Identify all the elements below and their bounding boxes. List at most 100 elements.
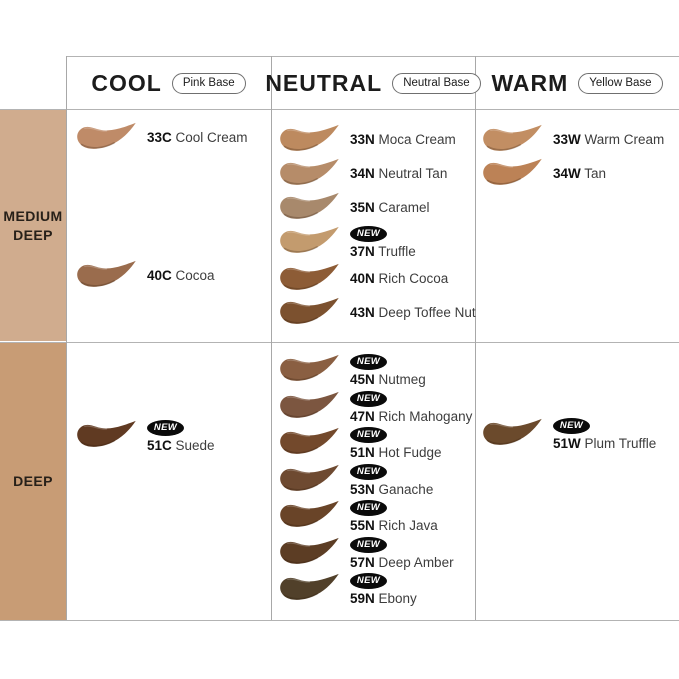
swatch-smear-40c [74,258,139,294]
shade-code: 47N [350,408,375,424]
shade-name: Caramel [378,200,430,216]
grid-line-col1 [271,56,272,620]
shade-code: 51C [147,437,172,453]
shade-name: Truffle [378,243,416,259]
header-cool-base-badge: Pink Base [171,72,246,94]
shade-45n: NEW 45N Nutmeg [277,351,426,389]
grid-line-col2 [475,56,476,620]
shade-40c: 40C Cocoa [74,257,215,295]
new-badge: NEW [350,353,387,370]
header-cool: COOL Pink Base [66,57,271,109]
shade-35n: 35N Caramel [277,189,430,227]
shade-code: 34N [350,166,375,182]
swatch-smear-33w [480,122,545,158]
swatch-smear-57n [277,535,342,571]
shade-name: Tan [584,166,607,182]
shade-43n: 43N Deep Toffee Nut [277,294,476,332]
shade-code: 55N [350,517,375,533]
new-badge: NEW [350,463,387,480]
shade-code: 40N [350,271,375,287]
shade-code: 33W [553,132,581,148]
new-badge: NEW [350,572,387,589]
shade-55n: NEW 55N Rich Java [277,497,438,535]
swatch-smear-53n [277,462,342,498]
swatch-smear-34n [277,156,342,192]
shade-name: Rich Cocoa [378,271,449,287]
header-warm-label: WARM [491,69,569,96]
swatch-smear-59n [277,571,342,607]
swatch-smear-37n [277,224,342,260]
shade-code: 33N [350,132,375,148]
shade-code: 51W [553,435,581,451]
shade-37n: NEW 37N Truffle [277,223,416,261]
shade-name: Deep Amber [378,554,454,570]
swatch-smear-33c [74,120,139,156]
header-warm-base-badge: Yellow Base [578,72,663,94]
shade-name: Rich Mahogany [378,408,473,424]
shade-name: Moca Cream [378,132,456,148]
shade-51c: NEW 51C Suede [74,417,215,455]
row-band-deep: DEEP [0,343,66,620]
shade-34w: 34W Tan [480,155,606,193]
row-label-medium-deep: MEDIUM DEEP [3,207,63,243]
shade-59n: NEW 59N Ebony [277,570,417,608]
grid-line-bottom [0,620,679,621]
shade-code: 59N [350,590,375,606]
shade-code: 43N [350,305,375,321]
swatch-smear-47n [277,389,342,425]
new-badge: NEW [350,225,387,242]
shade-code: 51N [350,444,375,460]
shade-57n: NEW 57N Deep Amber [277,534,454,572]
shade-40n: 40N Rich Cocoa [277,260,448,298]
shade-code: 37N [350,243,375,259]
new-badge: NEW [147,419,184,436]
shade-34n: 34N Neutral Tan [277,155,447,193]
header-neutral-base-badge: Neutral Base [392,72,481,94]
shade-name: Plum Truffle [584,435,657,451]
shade-code: 45N [350,371,375,387]
shade-name: Rich Java [378,517,438,533]
grid-line-col0 [66,56,67,620]
swatch-smear-55n [277,498,342,534]
shade-name: Suede [175,437,215,453]
row-band-medium-deep: MEDIUM DEEP [0,110,66,341]
header-neutral: NEUTRAL Neutral Base [265,57,481,109]
header-neutral-label: NEUTRAL [265,69,383,96]
new-badge: NEW [350,426,387,443]
swatch-smear-51c [74,418,139,454]
shade-53n: NEW 53N Ganache [277,461,433,499]
shade-name: Neutral Tan [378,166,448,182]
shade-33n: 33N Moca Cream [277,121,456,159]
shade-name: Deep Toffee Nut [378,305,476,321]
grid-line-row-separator [0,342,679,343]
shade-33w: 33W Warm Cream [480,121,664,159]
swatch-smear-33n [277,122,342,158]
new-badge: NEW [553,417,590,434]
shade-name: Ganache [378,481,434,497]
new-badge: NEW [350,390,387,407]
swatch-smear-51w [480,416,545,452]
row-label-deep: DEEP [13,473,53,490]
grid-line-header-bottom [0,109,679,110]
shade-name: Warm Cream [584,132,665,148]
swatch-smear-35n [277,190,342,226]
swatch-smear-34w [480,156,545,192]
shade-33c: 33C Cool Cream [74,119,248,157]
shade-code: 57N [350,554,375,570]
shade-name: Nutmeg [378,371,426,387]
new-badge: NEW [350,499,387,516]
shade-code: 40C [147,268,172,284]
shade-name: Cocoa [175,268,215,284]
swatch-smear-43n [277,295,342,331]
shade-code: 34W [553,166,581,182]
header-cool-label: COOL [91,69,162,96]
shade-name: Hot Fudge [378,444,442,460]
shade-name: Cool Cream [175,130,248,146]
swatch-smear-51n [277,425,342,461]
shade-code: 53N [350,481,375,497]
new-badge: NEW [350,536,387,553]
swatch-smear-45n [277,352,342,388]
shade-51n: NEW 51N Hot Fudge [277,424,442,462]
shade-47n: NEW 47N Rich Mahogany [277,388,472,426]
